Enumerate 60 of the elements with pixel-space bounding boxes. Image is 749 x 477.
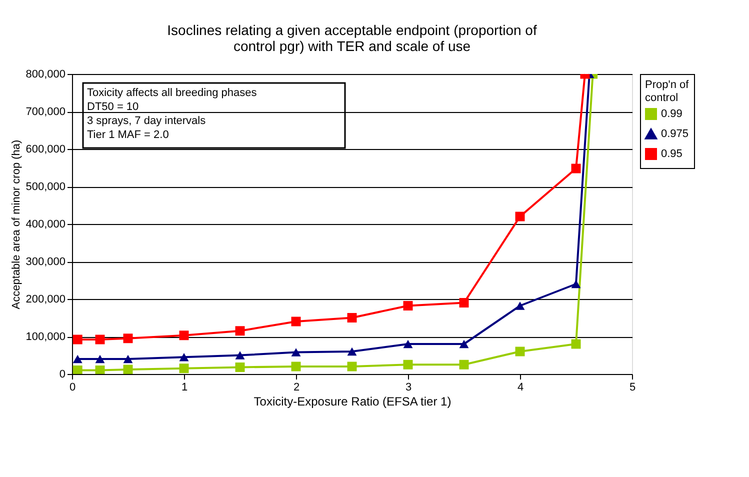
point — [403, 340, 413, 348]
legend-label: 0.975 — [661, 128, 689, 140]
point — [179, 330, 189, 340]
y-tick-label: 0 — [59, 368, 66, 380]
y-tick-label: 700,000 — [26, 106, 66, 118]
text: control pgr) with TER and scale of use — [233, 38, 471, 54]
annotation: 3 sprays, 7 day intervals — [87, 115, 206, 127]
x-axis-title: Toxicity-Exposure Ratio (EFSA tier 1) — [254, 394, 452, 408]
y-tick-label: 200,000 — [26, 294, 66, 306]
point — [515, 212, 525, 222]
x-tick-label: 3 — [405, 382, 412, 394]
point — [459, 360, 469, 370]
point — [347, 362, 357, 372]
x-tick-label: 0 — [69, 382, 76, 394]
point — [235, 362, 245, 372]
y-tick-label: 500,000 — [26, 181, 66, 193]
legend-label: 0.95 — [661, 148, 682, 160]
point — [459, 340, 469, 348]
point — [95, 366, 105, 374]
point — [95, 354, 105, 364]
point — [571, 280, 581, 288]
y-tick-label: 300,000 — [26, 256, 66, 268]
point — [571, 164, 581, 174]
point — [347, 313, 357, 322]
point — [72, 334, 82, 344]
point — [95, 334, 105, 344]
point — [235, 351, 245, 360]
annotation: Toxicity affects all breeding phases — [87, 87, 258, 99]
point — [347, 347, 357, 356]
legend-title: Prop'n of control — [645, 79, 690, 104]
point — [123, 334, 133, 344]
y-tick-label: 600,000 — [26, 144, 66, 156]
point — [403, 360, 413, 370]
legend-label: 0.99 — [661, 108, 682, 120]
point — [179, 353, 189, 362]
point — [235, 326, 245, 336]
point — [515, 346, 525, 356]
x-tick-label: 2 — [293, 382, 300, 394]
point — [123, 354, 133, 364]
text: Isoclines relating a given acceptable endpoint (proportion of — [167, 22, 537, 38]
point — [291, 316, 301, 326]
point — [515, 302, 525, 310]
point — [179, 364, 189, 374]
point — [72, 366, 82, 374]
point — [459, 298, 469, 308]
point — [72, 354, 82, 364]
point — [571, 339, 581, 349]
y-tick-label: 400,000 — [26, 218, 66, 230]
y-tick-label: 100,000 — [26, 331, 66, 343]
x-tick-label: 4 — [517, 382, 524, 394]
x-tick-label: 1 — [181, 382, 188, 394]
point — [123, 364, 133, 374]
y-axis-title: Acceptable area of minor crop (ha) — [10, 140, 23, 310]
annotation: Tier 1 MAF = 2.0 — [87, 129, 169, 141]
point — [403, 301, 413, 310]
point — [291, 362, 301, 372]
annotation: DT50 = 10 — [87, 101, 139, 113]
x-tick-label: 5 — [629, 382, 636, 394]
point — [291, 348, 301, 356]
y-tick-label: 800,000 — [26, 68, 66, 80]
